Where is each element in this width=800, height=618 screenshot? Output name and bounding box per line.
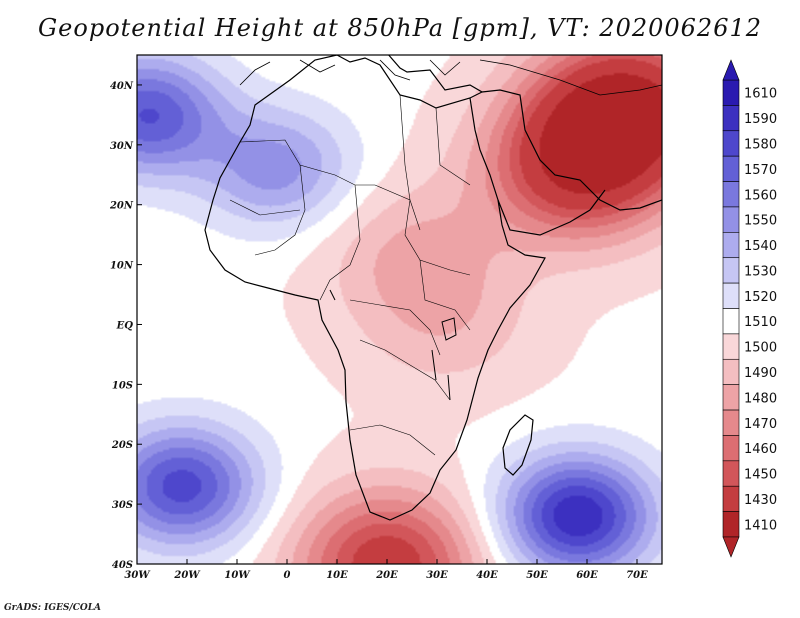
lat-tick-label: 30N [110, 141, 134, 152]
lon-tick-label: 10W [224, 570, 251, 581]
colorbar-swatch [722, 409, 740, 436]
colorbar-label: 1610 [744, 87, 777, 102]
lat-tick-label: 20S [111, 440, 133, 451]
country-borders [229, 94, 471, 456]
colorbar-label: 1490 [744, 366, 777, 381]
lon-tick-label: 10E [326, 570, 348, 581]
arabia-coastline [481, 89, 662, 236]
lon-tick-label: 20E [375, 570, 398, 581]
lat-tick-label: 40S [112, 560, 133, 571]
lon-tick-label: 70E [626, 570, 648, 581]
colorbar-swatch [722, 511, 740, 538]
lat-tick-label: 10N [110, 261, 134, 272]
colorbar-bottom-arrow [722, 536, 740, 558]
colorbar-swatch [722, 206, 740, 233]
lon-tick-label: 30W [124, 570, 151, 581]
map-title: Geopotential Height at 850hPa [gpm], VT:… [38, 14, 762, 42]
colorbar-label: 1530 [744, 264, 777, 279]
lat-tick-label: 10S [112, 380, 133, 391]
colorbar-label: 1510 [744, 315, 777, 330]
colorbar-label: 1570 [744, 163, 777, 178]
credit-label: GrADS: IGES/COLA [4, 603, 102, 613]
colorbar-swatch [722, 435, 740, 462]
colorbar-label: 1500 [744, 341, 777, 356]
colorbar-swatch [722, 308, 740, 335]
lon-tick-label: 40E [476, 570, 498, 581]
colorbar-swatch [722, 181, 740, 208]
colorbar-label: 1430 [744, 493, 777, 508]
colorbar-label: 1550 [744, 214, 777, 229]
lat-tick-label: 20N [109, 201, 134, 212]
colorbar-label: 1520 [744, 290, 777, 305]
colorbar-swatch [722, 105, 740, 132]
colorbar-swatch [722, 232, 740, 259]
colorbar-swatch [722, 485, 740, 512]
lat-tick-label: EQ [116, 320, 134, 331]
lat-tick-label: 30S [112, 500, 133, 511]
colorbar-swatch [722, 79, 740, 106]
africa-coastline [204, 55, 546, 521]
colorbar-swatch [722, 155, 740, 182]
colorbar-label: 1540 [744, 239, 777, 254]
colorbar-swatch [722, 384, 740, 411]
colorbar-label: 1450 [744, 468, 777, 483]
colorbar-label: 1580 [744, 137, 777, 152]
colorbar-label: 1470 [744, 417, 777, 432]
colorbar-swatch [722, 333, 740, 360]
colorbar-swatch [722, 358, 740, 385]
colorbar-label: 1590 [744, 112, 777, 127]
axis-ticks: 30W 20W 10W 0 10E 20E 30E 40E 50E 60E 70E 40N 30N 20N… [109, 81, 648, 581]
colorbar-swatch [722, 130, 740, 157]
geopotential-field [137, 55, 662, 564]
plot-frame [136, 54, 663, 565]
colorbar-swatch [722, 460, 740, 487]
lon-tick-label: 20W [173, 570, 201, 581]
colorbar-swatch [722, 257, 740, 284]
colorbar-label: 1410 [744, 518, 777, 533]
lon-tick-label: 0 [284, 570, 291, 581]
europe-coastline [239, 59, 662, 96]
colorbar-label: 1560 [744, 188, 777, 203]
lon-tick-label: 50E [526, 570, 548, 581]
colorbar: 1610 1590 1580 1570 1560 1550 1540 1530 1520 1510… [722, 59, 777, 558]
colorbar-top-arrow [722, 59, 740, 81]
lon-tick-label: 60E [576, 570, 598, 581]
lat-tick-label: 40N [110, 81, 134, 92]
colorbar-label: 1480 [744, 391, 777, 406]
colorbar-swatch [722, 282, 740, 309]
coastlines-layer [204, 55, 662, 521]
lakes [329, 289, 457, 401]
colorbar-label: 1460 [744, 442, 777, 457]
madagascar-coastline [502, 414, 534, 476]
lon-tick-label: 30E [426, 570, 448, 581]
